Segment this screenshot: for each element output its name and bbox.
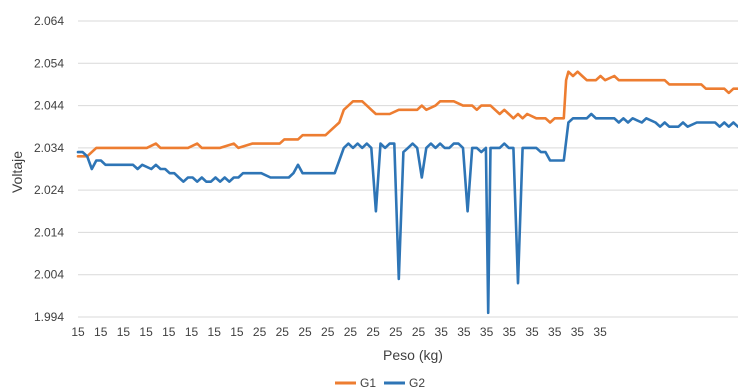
series-line-g2 bbox=[76, 112, 738, 315]
legend-label-g2: G2 bbox=[409, 376, 425, 390]
x-tick-label: 15 bbox=[117, 325, 131, 339]
y-tick-label: 2.054 bbox=[34, 56, 64, 70]
x-tick-label: 35 bbox=[525, 325, 539, 339]
y-tick-label: 2.044 bbox=[34, 99, 64, 113]
x-tick-label: 35 bbox=[503, 325, 517, 339]
y-axis-title: Voltaje bbox=[9, 151, 25, 193]
series-lines bbox=[76, 70, 738, 315]
x-tick-label: 15 bbox=[71, 325, 85, 339]
x-tick-label: 15 bbox=[139, 325, 153, 339]
y-tick-label: 2.024 bbox=[34, 183, 64, 197]
x-tick-label: 35 bbox=[571, 325, 585, 339]
x-tick-label: 25 bbox=[412, 325, 426, 339]
x-tick-label: 25 bbox=[321, 325, 335, 339]
x-tick-label: 25 bbox=[298, 325, 312, 339]
x-tick-label: 25 bbox=[366, 325, 380, 339]
legend: G1 G2 bbox=[335, 376, 425, 390]
x-tick-label: 25 bbox=[276, 325, 290, 339]
x-tick-label: 15 bbox=[230, 325, 244, 339]
legend-label-g1: G1 bbox=[360, 376, 376, 390]
x-tick-label: 25 bbox=[389, 325, 403, 339]
x-tick-label: 25 bbox=[253, 325, 267, 339]
x-tick-label: 35 bbox=[457, 325, 471, 339]
x-tick-label: 35 bbox=[548, 325, 562, 339]
y-tick-labels: 1.994 2.004 2.014 2.024 2.034 2.044 2.054 2.064 bbox=[34, 14, 64, 324]
y-tick-label: 2.064 bbox=[34, 14, 64, 28]
x-tick-label: 15 bbox=[208, 325, 222, 339]
x-tick-label: 35 bbox=[593, 325, 607, 339]
x-tick-label: 15 bbox=[162, 325, 176, 339]
x-tick-label: 25 bbox=[344, 325, 358, 339]
x-tick-labels: 15 15 15 15 15 15 15 15 25 25 25 25 25 25 25 25 35 35 35 35… bbox=[71, 325, 607, 339]
x-tick-label: 15 bbox=[94, 325, 108, 339]
x-axis-title: Peso (kg) bbox=[383, 347, 443, 363]
x-tick-label: 35 bbox=[480, 325, 494, 339]
x-tick-label: 15 bbox=[185, 325, 199, 339]
y-tick-label: 2.014 bbox=[34, 225, 64, 239]
gridlines bbox=[78, 20, 738, 318]
series-line-g1 bbox=[76, 70, 738, 158]
y-tick-label: 2.004 bbox=[34, 268, 64, 282]
y-tick-label: 2.034 bbox=[34, 141, 64, 155]
y-tick-label: 1.994 bbox=[34, 310, 64, 324]
x-tick-label: 35 bbox=[435, 325, 449, 339]
